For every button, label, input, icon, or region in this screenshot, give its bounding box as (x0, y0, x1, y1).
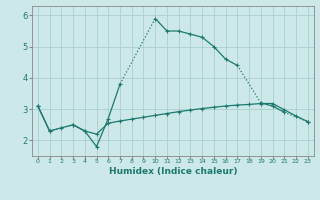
X-axis label: Humidex (Indice chaleur): Humidex (Indice chaleur) (108, 167, 237, 176)
